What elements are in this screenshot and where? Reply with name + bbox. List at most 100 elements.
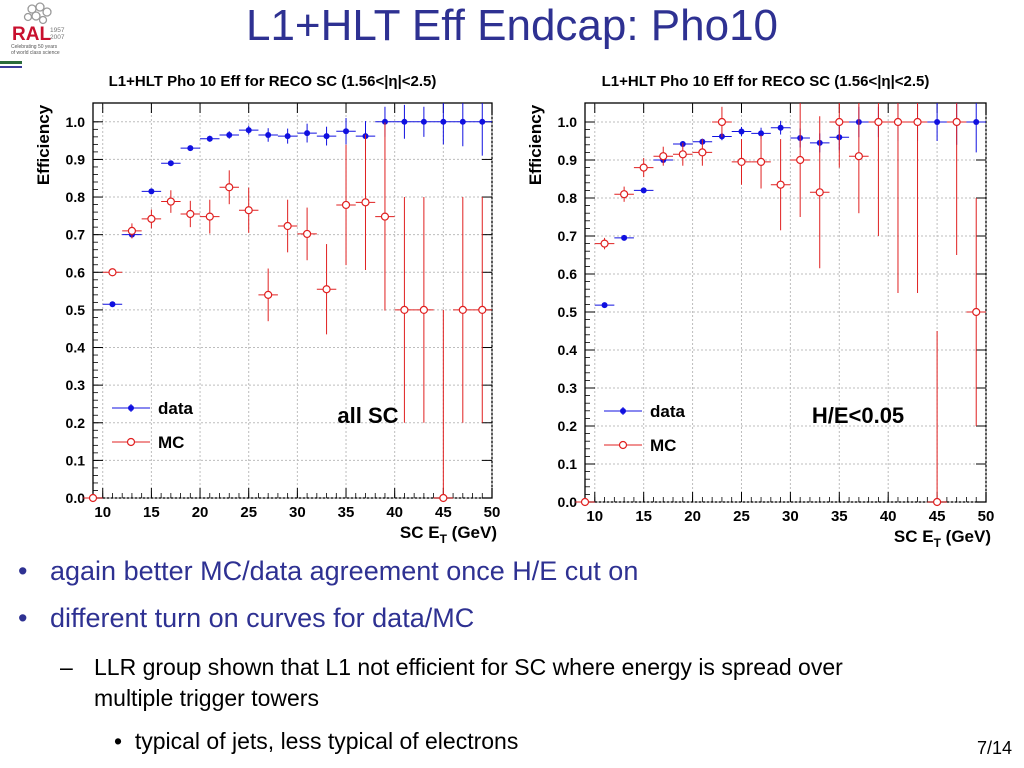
series-data	[83, 103, 492, 501]
sub-bullet-item: – LLR group shown that L1 not efficient …	[60, 652, 894, 714]
y-tick-label: 0.9	[558, 152, 578, 168]
legend-label: MC	[650, 436, 676, 455]
legend-label: MC	[158, 433, 184, 452]
sub-bullet-text: LLR group shown that L1 not efficient fo…	[94, 654, 843, 711]
mc-point	[678, 150, 687, 159]
x-tick-label: 40	[880, 508, 897, 525]
chart-annotation: H/E<0.05	[812, 403, 904, 428]
logo-rule	[0, 66, 22, 68]
mc-point	[400, 305, 409, 315]
data-point	[621, 234, 628, 241]
ral-logo: RAL 1957 2007 Celebrating 50 years of wo…	[6, 2, 76, 64]
data-point	[479, 118, 486, 125]
mc-point	[186, 209, 195, 219]
efficiency-plot: L1+HLT Pho 10 Eff for RECO SC (1.56<|η|<…	[34, 73, 501, 546]
mc-point	[166, 197, 175, 206]
data-point	[973, 119, 980, 125]
mc-point	[737, 157, 746, 167]
mc-point	[972, 307, 981, 317]
mc-point	[600, 239, 609, 248]
data-point	[284, 133, 291, 140]
y-tick-label: 0.6	[66, 264, 86, 280]
plot-frame	[92, 102, 493, 499]
mc-point	[815, 188, 824, 197]
mc-point	[419, 305, 428, 315]
svg-text:Celebrating 50 years: Celebrating 50 years	[11, 44, 58, 50]
series-mc	[575, 103, 986, 507]
data-point	[381, 118, 388, 125]
mc-point	[874, 117, 883, 127]
mc-point	[225, 183, 234, 192]
mc-point	[776, 180, 785, 189]
data-point	[758, 130, 765, 137]
y-tick-label: 0.5	[66, 302, 86, 318]
chart-annotation: all SC	[337, 403, 398, 428]
data-point	[323, 133, 330, 140]
data-point	[187, 145, 194, 152]
x-tick-label: 10	[586, 508, 603, 525]
x-axis-label: SC ET (GeV)	[894, 527, 991, 550]
x-tick-label: 35	[831, 508, 848, 525]
mc-point	[341, 200, 351, 210]
data-point	[343, 128, 350, 135]
bullet-dot-icon: •	[18, 603, 28, 633]
mc-point	[361, 198, 370, 207]
legend-marker	[126, 437, 136, 447]
y-tick-label: 0.1	[558, 456, 578, 472]
data-point	[777, 124, 784, 131]
y-tick-label: 0.2	[66, 415, 86, 431]
y-tick-label: 0.7	[558, 228, 578, 244]
mc-point	[835, 117, 844, 127]
sub-sub-bullet-item: • typical of jets, less typical of elect…	[114, 728, 518, 755]
y-tick-label: 0.0	[558, 494, 578, 510]
chart-title: L1+HLT Pho 10 Eff for RECO SC (1.56<|η|<…	[602, 73, 930, 90]
y-tick-label: 0.9	[66, 151, 86, 167]
data-point	[459, 118, 466, 125]
mc-point	[127, 226, 137, 236]
logo-rule	[0, 61, 22, 64]
logo-year-end: 2007	[50, 34, 65, 41]
y-tick-label: 0.3	[558, 380, 578, 396]
y-tick-label: 1.0	[66, 114, 86, 130]
x-tick-label: 30	[782, 508, 799, 525]
mc-point	[756, 157, 766, 167]
mc-point	[893, 117, 903, 127]
bullet-text: different turn on curves for data/MC	[50, 603, 475, 633]
x-tick-label: 10	[94, 504, 111, 521]
data-point	[401, 118, 408, 125]
y-tick-label: 0.2	[558, 418, 578, 434]
data-point	[245, 127, 252, 134]
x-tick-label: 50	[484, 504, 501, 521]
data-point	[265, 131, 272, 138]
mc-point	[932, 497, 942, 507]
y-axis-label: Efficiency	[526, 104, 545, 185]
chart-all-sc: L1+HLT Pho 10 Eff for RECO SC (1.56<|η|<…	[0, 66, 505, 552]
legend-label: data	[158, 399, 194, 418]
mc-point	[88, 493, 98, 503]
x-tick-label: 25	[240, 504, 257, 521]
y-tick-label: 0.1	[66, 452, 86, 468]
y-tick-label: 0.5	[558, 304, 578, 320]
data-point	[109, 301, 116, 308]
mc-point	[717, 117, 727, 127]
y-tick-label: 0.8	[66, 189, 86, 205]
logo-year-start: 1957	[50, 27, 65, 34]
bullet-dot-icon: •	[114, 728, 123, 754]
data-point	[167, 160, 174, 167]
mc-point	[283, 221, 292, 231]
mc-point	[244, 206, 253, 215]
data-point	[440, 118, 447, 125]
plot-frame	[584, 102, 987, 503]
x-tick-label: 35	[338, 504, 355, 521]
data-point	[226, 131, 233, 138]
chart-title: L1+HLT Pho 10 Eff for RECO SC (1.56<|η|<…	[109, 73, 437, 90]
mc-point	[580, 497, 590, 507]
mc-point	[698, 148, 707, 157]
data-point	[640, 187, 647, 194]
bullet-text: again better MC/data agreement once H/E …	[50, 556, 639, 586]
y-tick-label: 0.4	[66, 340, 86, 356]
mc-point	[322, 285, 331, 294]
x-tick-label: 45	[435, 504, 452, 521]
legend-marker	[620, 408, 626, 414]
data-point	[934, 119, 941, 125]
